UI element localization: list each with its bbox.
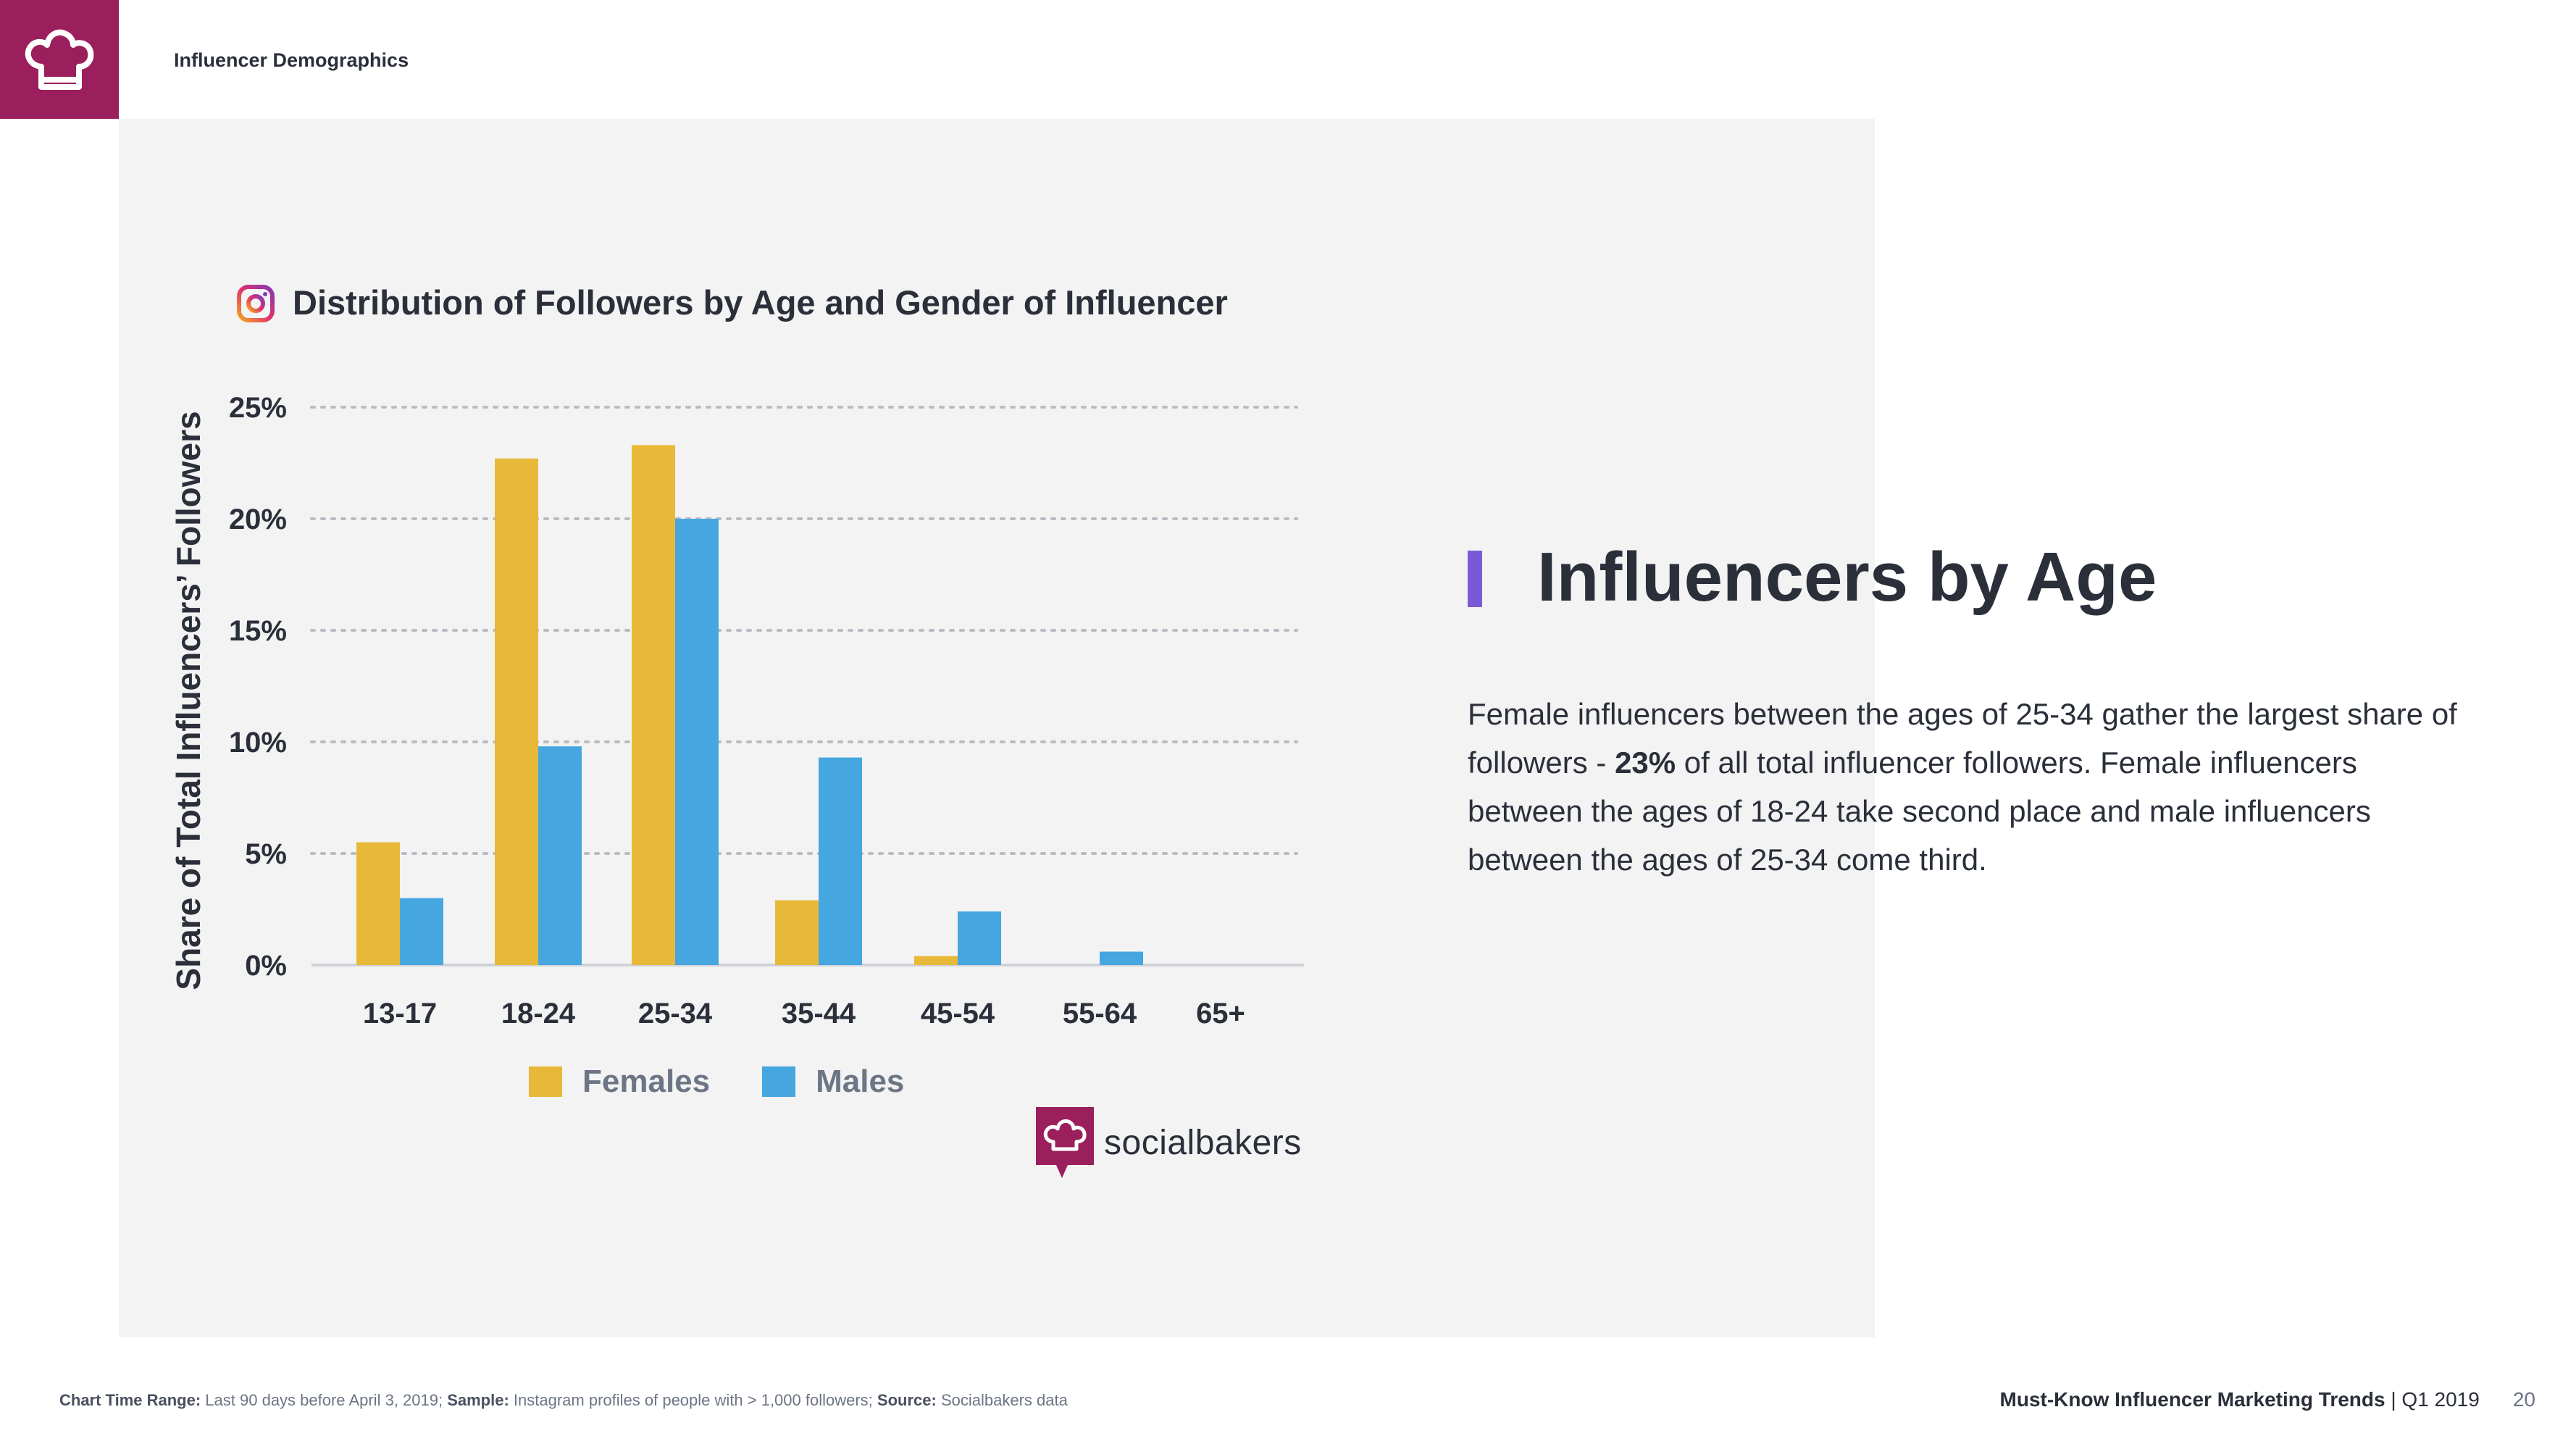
x-tick-label: 25-34 <box>638 998 713 1030</box>
y-tick-label: 15% <box>229 615 287 647</box>
chart-panel <box>119 119 1875 1337</box>
bar-females <box>495 458 538 965</box>
chart-title: Distribution of Followers by Age and Gen… <box>293 283 1228 322</box>
description-paragraph: Female influencers between the ages of 2… <box>1468 690 2467 884</box>
x-tick-label: 13-17 <box>363 998 437 1030</box>
page-heading: Influencers by Age <box>1537 538 2157 616</box>
bar-chart: 0% 5% 10% 15% 20% 25% Share of Total Influence… <box>170 392 1304 1030</box>
y-tick-label: 0% <box>245 950 287 982</box>
x-tick-label: 18-24 <box>501 998 576 1030</box>
heading-accent-bar <box>1468 551 1482 607</box>
socialbakers-logo: socialbakers <box>1036 1107 1302 1178</box>
bar-males <box>819 757 862 965</box>
page-number: 20 <box>2512 1388 2535 1411</box>
socialbakers-icon <box>1036 1107 1094 1178</box>
y-tick-label: 25% <box>229 392 287 424</box>
section-label: Influencer Demographics <box>174 49 409 71</box>
bar-females <box>356 842 400 965</box>
footer-report-period: | Q1 2019 <box>2385 1388 2480 1411</box>
socialbakers-wordmark: socialbakers <box>1104 1123 1302 1162</box>
brand-logo <box>0 0 119 119</box>
instagram-icon <box>237 285 275 322</box>
legend-label-females: Females <box>582 1064 711 1099</box>
description-text-2: of all total influencer followers. Femal… <box>1468 746 2371 877</box>
chef-hat-icon <box>25 29 94 90</box>
x-tick-label: 45-54 <box>921 998 995 1030</box>
footer-report-title: Must-Know Influencer Marketing Trends <box>1999 1388 2385 1411</box>
legend-item-males: Males <box>762 1064 904 1100</box>
y-tick-label: 20% <box>229 504 287 535</box>
y-tick-label: 5% <box>245 838 287 870</box>
footer-methodology: Chart Time Range: Last 90 days before Ap… <box>59 1391 1068 1410</box>
bar-males <box>958 911 1001 965</box>
chart-legend: Females Males <box>529 1064 942 1100</box>
footer-sample-label: Sample: <box>447 1391 509 1409</box>
x-tick-label: 65+ <box>1196 998 1245 1030</box>
bar-females <box>775 900 819 965</box>
legend-item-females: Females <box>529 1064 710 1100</box>
description-highlight: 23% <box>1615 746 1676 780</box>
x-tick-label: 55-64 <box>1063 998 1137 1030</box>
legend-swatch-males <box>762 1066 796 1097</box>
bar-females <box>632 445 675 965</box>
y-tick-label: 10% <box>229 727 287 759</box>
footer-time-range-value: Last 90 days before April 3, 2019; <box>201 1391 448 1409</box>
x-tick-label: 35-44 <box>782 998 856 1030</box>
footer-time-range-label: Chart Time Range: <box>59 1391 201 1409</box>
bar-males <box>675 519 719 965</box>
bar-males <box>400 898 443 965</box>
y-axis-title: Share of Total Influencers’ Followers <box>170 411 207 990</box>
footer-report: Must-Know Influencer Marketing Trends | … <box>2000 1388 2535 1411</box>
description-text-1: Female influencers between the ages of 2… <box>1468 697 2457 780</box>
bar-males <box>1100 951 1143 965</box>
footer-source-label: Source: <box>877 1391 937 1409</box>
bar-females <box>914 956 958 965</box>
legend-label-males: Males <box>816 1064 905 1099</box>
legend-swatch-females <box>529 1066 562 1097</box>
footer-sample-value: Instagram profiles of people with > 1,00… <box>509 1391 877 1409</box>
bar-males <box>538 746 582 965</box>
footer-source-value: Socialbakers data <box>936 1391 1068 1409</box>
